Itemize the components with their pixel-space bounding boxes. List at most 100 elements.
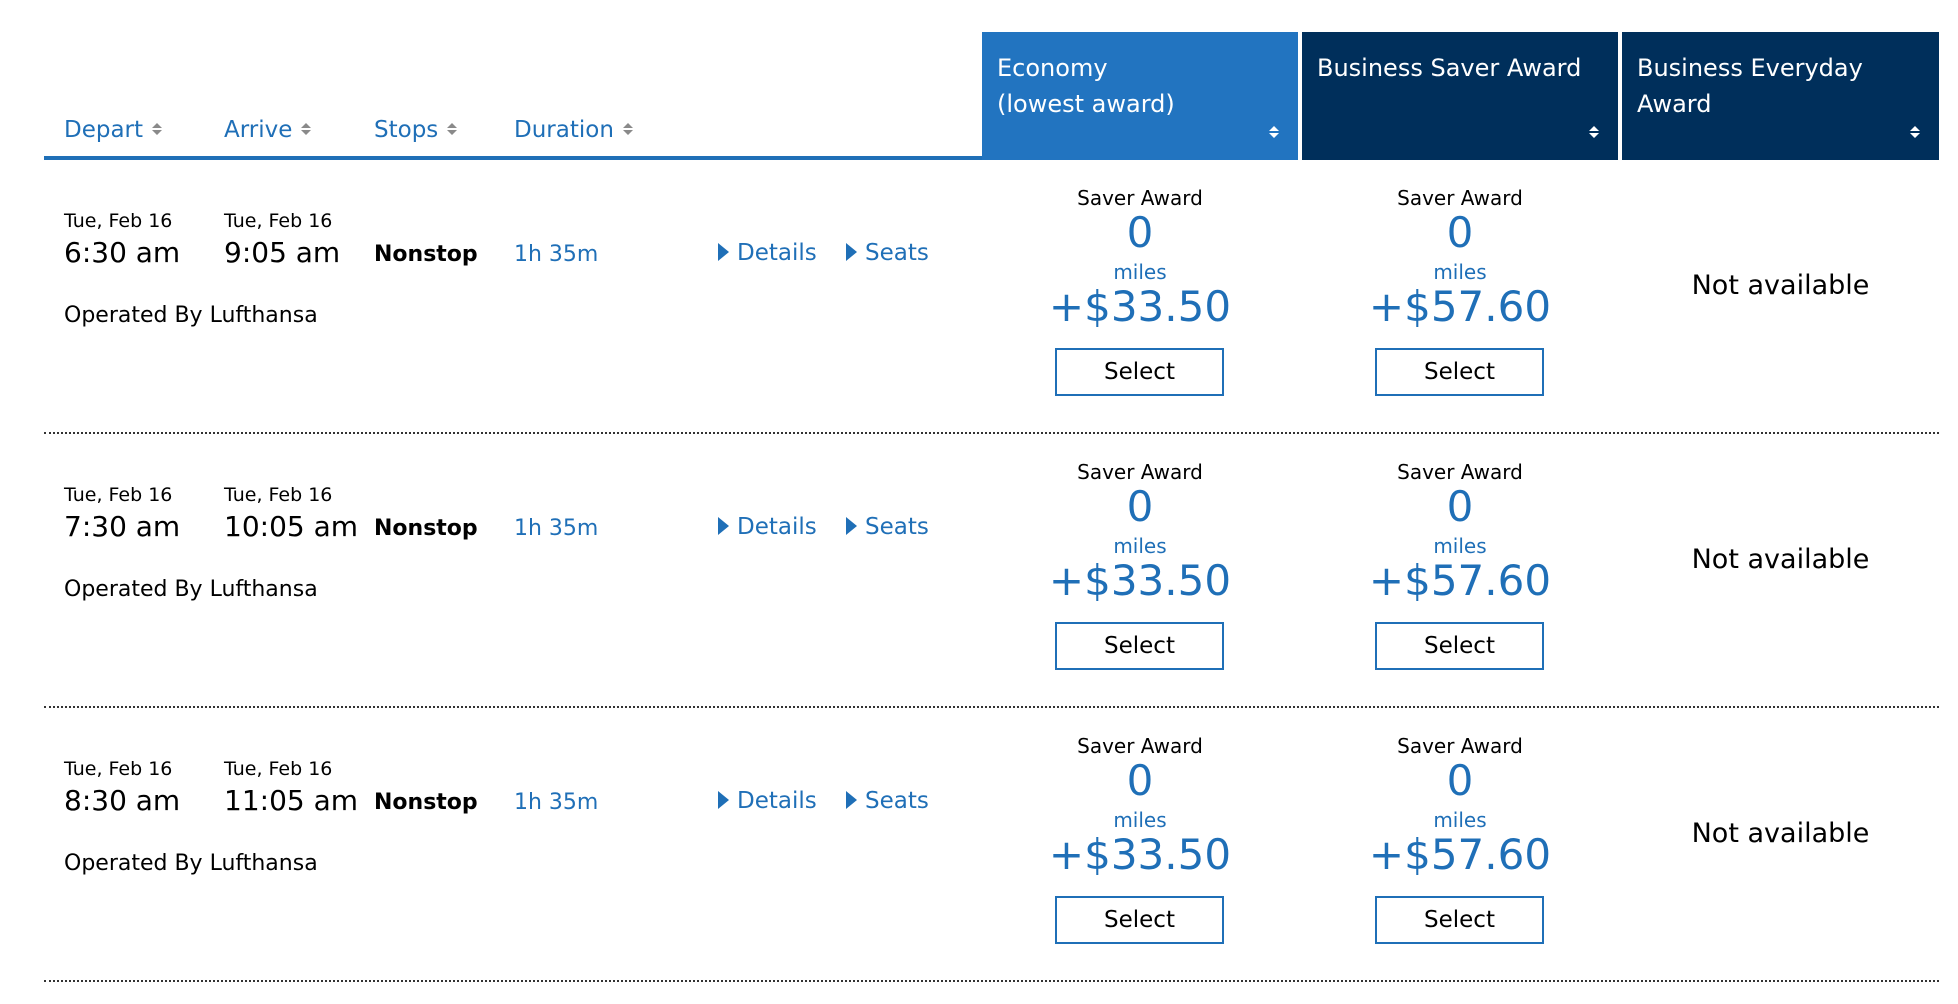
select-economy-button[interactable]: Select: [1055, 348, 1224, 396]
cabin-title: Business Everyday Award: [1637, 54, 1863, 118]
select-economy-button[interactable]: Select: [1055, 896, 1224, 944]
cabin-header-business-saver[interactable]: Business Saver Award: [1302, 32, 1618, 160]
arrive-date: Tue, Feb 16: [224, 758, 333, 780]
duration-value: 1h 35m: [514, 790, 599, 815]
header-divider: [44, 156, 982, 160]
stops-value: Nonstop: [374, 242, 478, 267]
award-type: Saver Award: [1077, 460, 1203, 484]
cabin-title: Business Saver Award: [1317, 54, 1582, 82]
operated-by: Operated By Lufthansa: [64, 851, 318, 876]
stops-value: Nonstop: [374, 516, 478, 541]
award-type: Saver Award: [1397, 734, 1523, 758]
fare-price: +$57.60: [1368, 556, 1552, 605]
caret-right-icon: [718, 242, 729, 261]
miles-amount: 0: [1126, 482, 1154, 531]
sort-arrows-icon: [1909, 124, 1921, 140]
sort-duration-label: Duration: [514, 117, 614, 143]
miles-label: miles: [1433, 534, 1487, 558]
flight-row: Tue, Feb 16 8:30 am Tue, Feb 16 11:05 am…: [44, 708, 1939, 982]
sort-arrows-icon: [622, 121, 634, 137]
details-link[interactable]: Details: [718, 240, 817, 266]
sort-depart-label: Depart: [64, 117, 144, 143]
details-label: Details: [737, 240, 817, 266]
depart-time: 8:30 am: [64, 784, 181, 817]
arrive-time: 10:05 am: [224, 510, 359, 543]
miles-amount: 0: [1446, 482, 1474, 531]
award-type: Saver Award: [1397, 186, 1523, 210]
award-type: Saver Award: [1397, 460, 1523, 484]
not-available-text: Not available: [1691, 270, 1870, 301]
details-label: Details: [737, 514, 817, 540]
caret-right-icon: [718, 790, 729, 809]
seats-link[interactable]: Seats: [846, 240, 929, 266]
sort-depart[interactable]: Depart: [64, 119, 163, 142]
fare-price: +$57.60: [1368, 282, 1552, 331]
miles-amount: 0: [1446, 756, 1474, 805]
select-economy-button[interactable]: Select: [1055, 622, 1224, 670]
operated-by: Operated By Lufthansa: [64, 577, 318, 602]
sort-arrows-icon: [151, 121, 163, 137]
operated-by: Operated By Lufthansa: [64, 303, 318, 328]
award-type: Saver Award: [1077, 734, 1203, 758]
seats-label: Seats: [865, 788, 929, 814]
sort-arrows-icon: [1268, 124, 1280, 140]
caret-right-icon: [846, 242, 857, 261]
details-label: Details: [737, 788, 817, 814]
details-link[interactable]: Details: [718, 788, 817, 814]
cabin-title: Economy: [997, 54, 1108, 82]
duration-value: 1h 35m: [514, 516, 599, 541]
sort-stops[interactable]: Stops: [374, 119, 458, 142]
row-divider: [44, 432, 1939, 434]
arrive-date: Tue, Feb 16: [224, 210, 333, 232]
select-business-saver-button[interactable]: Select: [1375, 622, 1544, 670]
miles-amount: 0: [1126, 208, 1154, 257]
depart-time: 6:30 am: [64, 236, 181, 269]
arrive-time: 11:05 am: [224, 784, 359, 817]
depart-date: Tue, Feb 16: [64, 484, 173, 506]
fare-price: +$33.50: [1048, 282, 1232, 331]
fare-price: +$33.50: [1048, 556, 1232, 605]
fare-price: +$33.50: [1048, 830, 1232, 879]
sort-arrows-icon: [1588, 124, 1600, 140]
results-header: Depart Arrive Stops Duration Economy (lo…: [44, 32, 1939, 160]
arrive-date: Tue, Feb 16: [224, 484, 333, 506]
sort-arrive[interactable]: Arrive: [224, 119, 312, 142]
seats-label: Seats: [865, 240, 929, 266]
seats-label: Seats: [865, 514, 929, 540]
depart-date: Tue, Feb 16: [64, 210, 173, 232]
depart-time: 7:30 am: [64, 510, 181, 543]
flight-row: Tue, Feb 16 7:30 am Tue, Feb 16 10:05 am…: [44, 434, 1939, 708]
sort-arrive-label: Arrive: [224, 117, 293, 143]
duration-value: 1h 35m: [514, 242, 599, 267]
sort-stops-label: Stops: [374, 117, 439, 143]
sort-arrows-icon: [300, 121, 312, 137]
seats-link[interactable]: Seats: [846, 788, 929, 814]
seats-link[interactable]: Seats: [846, 514, 929, 540]
cabin-header-economy[interactable]: Economy (lowest award): [982, 32, 1298, 160]
select-business-saver-button[interactable]: Select: [1375, 348, 1544, 396]
miles-amount: 0: [1446, 208, 1474, 257]
details-link[interactable]: Details: [718, 514, 817, 540]
miles-label: miles: [1113, 534, 1167, 558]
flight-row: Tue, Feb 16 6:30 am Tue, Feb 16 9:05 am …: [44, 160, 1939, 434]
not-available-text: Not available: [1691, 544, 1870, 575]
select-business-saver-button[interactable]: Select: [1375, 896, 1544, 944]
cabin-header-business-everyday[interactable]: Business Everyday Award: [1622, 32, 1939, 160]
caret-right-icon: [846, 516, 857, 535]
fare-price: +$57.60: [1368, 830, 1552, 879]
row-divider: [44, 980, 1939, 982]
miles-label: miles: [1113, 808, 1167, 832]
miles-label: miles: [1433, 808, 1487, 832]
award-type: Saver Award: [1077, 186, 1203, 210]
miles-label: miles: [1433, 260, 1487, 284]
miles-amount: 0: [1126, 756, 1154, 805]
caret-right-icon: [846, 790, 857, 809]
cabin-subtitle: (lowest award): [997, 90, 1175, 118]
depart-date: Tue, Feb 16: [64, 758, 173, 780]
miles-label: miles: [1113, 260, 1167, 284]
row-divider: [44, 706, 1939, 708]
sort-duration[interactable]: Duration: [514, 119, 634, 142]
arrive-time: 9:05 am: [224, 236, 341, 269]
sort-arrows-icon: [446, 121, 458, 137]
